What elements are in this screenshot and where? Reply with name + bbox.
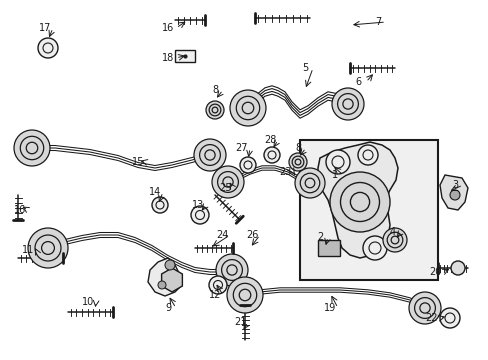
Circle shape — [229, 90, 265, 126]
Circle shape — [28, 228, 68, 268]
Text: 19: 19 — [323, 303, 335, 313]
Text: 26: 26 — [245, 230, 258, 240]
Circle shape — [205, 101, 224, 119]
Text: 8: 8 — [211, 85, 218, 95]
Circle shape — [408, 292, 440, 324]
Circle shape — [357, 145, 377, 165]
Bar — [317, 240, 339, 256]
Text: 21: 21 — [233, 317, 245, 327]
Text: 23: 23 — [278, 167, 290, 177]
Text: 28: 28 — [263, 135, 276, 145]
Text: 4: 4 — [389, 227, 395, 237]
Polygon shape — [317, 142, 397, 258]
Circle shape — [152, 197, 168, 213]
Text: 27: 27 — [235, 143, 248, 153]
Polygon shape — [439, 175, 467, 210]
Text: 5: 5 — [301, 63, 307, 73]
Bar — [299, 140, 437, 280]
Text: 1: 1 — [331, 170, 337, 180]
Circle shape — [240, 157, 256, 173]
Text: 3: 3 — [451, 180, 457, 190]
Text: 12: 12 — [208, 290, 221, 300]
Circle shape — [226, 277, 263, 313]
Text: 6: 6 — [354, 77, 360, 87]
Circle shape — [325, 150, 349, 174]
Circle shape — [288, 153, 306, 171]
Circle shape — [331, 88, 363, 120]
Circle shape — [164, 260, 175, 270]
Circle shape — [208, 276, 226, 294]
Text: 18: 18 — [162, 53, 174, 63]
Circle shape — [362, 236, 386, 260]
Circle shape — [449, 190, 459, 200]
Text: 17: 17 — [39, 23, 51, 33]
Text: 25: 25 — [218, 183, 231, 193]
Text: 2: 2 — [316, 232, 323, 242]
Text: 13: 13 — [191, 200, 203, 210]
Circle shape — [294, 168, 325, 198]
Text: 24: 24 — [215, 230, 228, 240]
Polygon shape — [148, 258, 182, 296]
Circle shape — [264, 147, 280, 163]
Circle shape — [382, 228, 406, 252]
Text: 16: 16 — [14, 205, 26, 215]
Text: 20: 20 — [428, 267, 440, 277]
Text: 7: 7 — [374, 17, 380, 27]
Circle shape — [14, 130, 50, 166]
Text: 9: 9 — [164, 303, 171, 313]
Text: 11: 11 — [22, 245, 34, 255]
Text: 22: 22 — [425, 313, 437, 323]
Text: 16: 16 — [162, 23, 174, 33]
Circle shape — [191, 206, 208, 224]
Circle shape — [38, 38, 58, 58]
Circle shape — [329, 172, 389, 232]
Circle shape — [450, 261, 464, 275]
Polygon shape — [161, 268, 182, 292]
Circle shape — [194, 139, 225, 171]
Text: 14: 14 — [148, 187, 161, 197]
Circle shape — [216, 254, 247, 286]
Text: 8: 8 — [294, 143, 301, 153]
Text: 15: 15 — [132, 157, 144, 167]
Circle shape — [439, 308, 459, 328]
Circle shape — [212, 166, 244, 198]
Bar — [175, 50, 195, 62]
Text: 10: 10 — [81, 297, 94, 307]
Circle shape — [158, 281, 165, 289]
